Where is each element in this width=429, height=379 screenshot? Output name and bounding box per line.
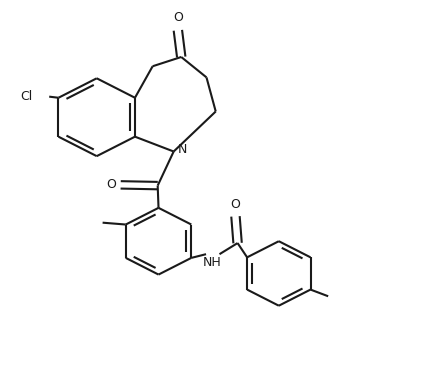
Text: N: N	[178, 143, 187, 156]
Text: O: O	[230, 198, 240, 211]
Text: NH: NH	[203, 256, 222, 269]
Text: O: O	[173, 11, 183, 24]
Text: Cl: Cl	[20, 90, 32, 103]
Text: O: O	[106, 179, 116, 191]
